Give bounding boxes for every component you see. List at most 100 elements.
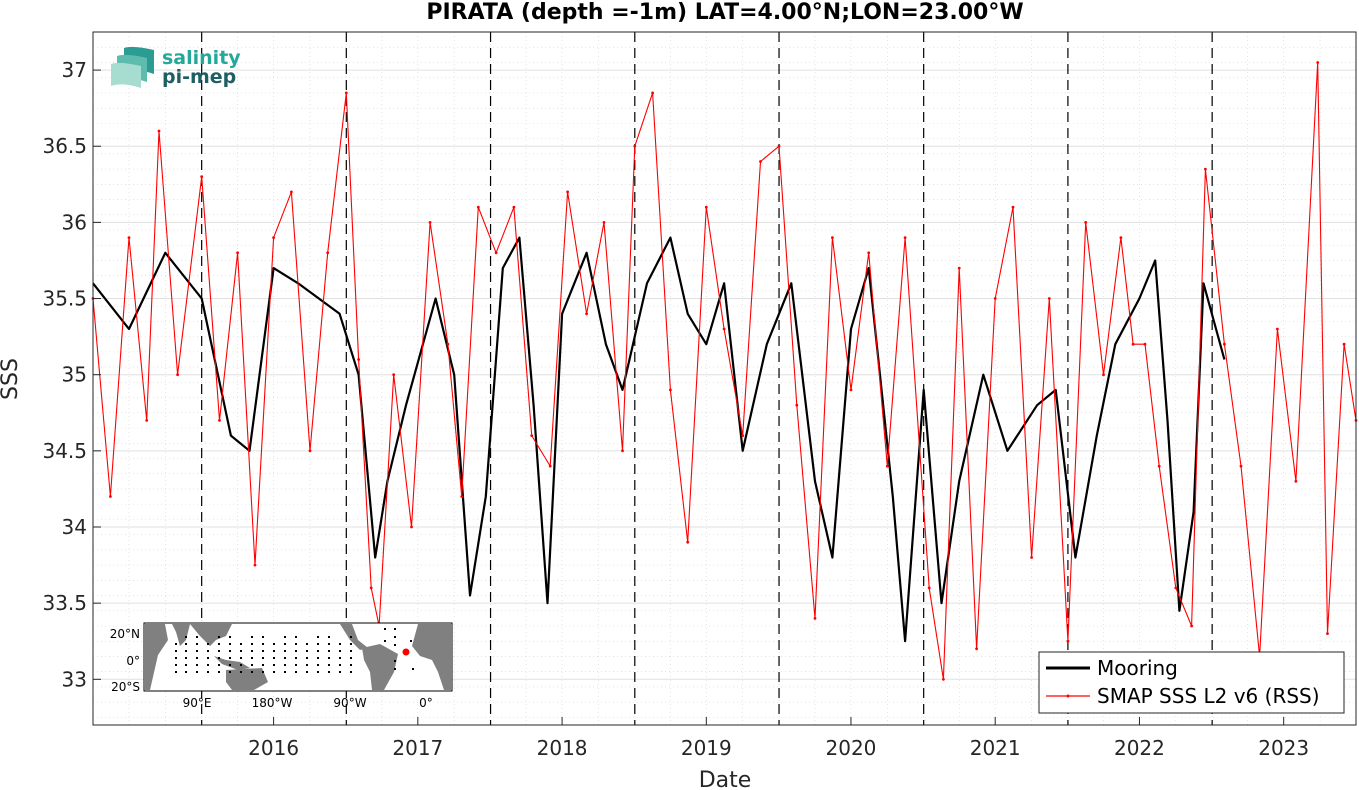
inset-dot — [262, 636, 264, 638]
inset-dot — [284, 657, 286, 659]
x-axis-ticks: 2016 2017 2018 2019 2020 2021 2022 2023 — [248, 717, 1309, 760]
inset-dot — [350, 664, 352, 666]
data-point-smap — [290, 190, 293, 194]
inset-dot — [229, 636, 231, 638]
inset-ocean — [143, 622, 453, 692]
inset-land-india — [172, 624, 190, 646]
x-axis-label: Date — [699, 768, 752, 790]
inset-land-asia — [190, 624, 232, 646]
data-point-smap — [704, 205, 708, 209]
y-tick-label: 35 — [62, 363, 87, 387]
inset-dot — [350, 650, 352, 652]
data-point-smap — [1239, 464, 1243, 468]
data-point-smap — [428, 221, 432, 224]
inset-dot — [317, 671, 319, 673]
inset-dot — [175, 650, 177, 652]
inset-dot — [295, 664, 297, 666]
data-point-smap — [494, 251, 498, 255]
inset-dot — [295, 636, 297, 638]
x-tick-label: 2018 — [537, 736, 588, 760]
inset-lat-0: 0° — [126, 654, 140, 668]
data-point-smap — [476, 205, 480, 209]
legend-box — [1038, 651, 1345, 714]
inset-dot — [306, 671, 308, 673]
data-point-smap — [392, 373, 396, 377]
inset-dot — [175, 657, 177, 659]
inset-dot — [240, 657, 242, 659]
inset-lat-20n: 20°N — [110, 627, 140, 641]
inset-dot — [273, 643, 275, 645]
inset-dot — [185, 657, 187, 659]
inset-dot — [284, 650, 286, 652]
inset-dot — [207, 643, 209, 645]
inset-dot — [339, 650, 341, 652]
data-point-smap — [669, 388, 672, 392]
data-point-smap — [410, 525, 413, 529]
inset-dot — [306, 650, 308, 652]
inset-dot — [350, 636, 352, 638]
data-point-smap — [218, 419, 221, 422]
data-point-smap — [1157, 464, 1161, 468]
data-point-smap — [446, 342, 450, 346]
inset-dot — [317, 636, 319, 638]
inset-dot — [196, 657, 198, 659]
data-point-smap — [831, 236, 834, 240]
data-point-smap — [157, 129, 161, 133]
inset-land-africa-west — [144, 624, 168, 690]
inset-land-central-america — [340, 624, 368, 650]
inset-dot — [394, 644, 396, 646]
inset-dot — [251, 657, 253, 659]
logo-wave-front — [111, 62, 141, 88]
inset-dot — [251, 643, 253, 645]
inset-dot — [284, 671, 286, 673]
inset-dot — [295, 650, 297, 652]
inset-land-africa-east — [412, 624, 452, 690]
data-point-smap — [1011, 205, 1015, 209]
inset-dot — [410, 640, 412, 642]
y-tick-label: 36.5 — [42, 134, 87, 158]
data-point-smap — [308, 449, 312, 453]
inset-dot — [328, 650, 330, 652]
y-tick-label: 34 — [62, 515, 87, 539]
data-point-smap — [460, 495, 464, 498]
data-point-smap — [602, 221, 606, 224]
legend-label-mooring: Mooring — [1097, 656, 1178, 680]
data-point-smap — [1204, 167, 1207, 171]
inset-dot — [251, 636, 253, 638]
y-axis-label: SSS — [0, 358, 23, 400]
inset-dot — [339, 657, 341, 659]
inset-dot — [207, 671, 209, 673]
data-point-smap — [927, 586, 931, 590]
data-point-smap — [759, 160, 762, 163]
inset-dot — [196, 643, 198, 645]
inset-dot — [284, 664, 286, 666]
data-point-smap — [1131, 342, 1135, 346]
data-point-smap — [942, 677, 945, 681]
inset-dot — [306, 657, 308, 659]
inset-dot — [350, 657, 352, 659]
inset-lon-90e: 90°E — [183, 696, 212, 710]
data-point-smap — [975, 647, 978, 651]
data-point-smap — [777, 144, 781, 148]
inset-dot — [218, 643, 220, 645]
y-tick-label: 36 — [62, 210, 87, 234]
inset-dot — [240, 650, 242, 652]
inset-lon-90w: 90°W — [333, 696, 366, 710]
data-point-smap — [795, 403, 799, 407]
inset-dot — [240, 671, 242, 673]
inset-dot — [175, 671, 177, 673]
inset-dot — [262, 650, 264, 652]
inset-lat-20s: 20°S — [111, 680, 140, 694]
inset-dot — [207, 650, 209, 652]
data-point-smap — [566, 190, 569, 194]
inset-land-south-america — [362, 644, 398, 690]
inset-dot — [306, 643, 308, 645]
inset-dot — [339, 664, 341, 666]
data-point-smap — [1316, 61, 1320, 64]
data-point-smap — [1190, 624, 1193, 628]
x-tick-label: 2021 — [970, 736, 1021, 760]
inset-dot — [218, 636, 220, 638]
inset-dot — [262, 657, 264, 659]
inset-dot — [273, 671, 275, 673]
inset-dot — [229, 671, 231, 673]
